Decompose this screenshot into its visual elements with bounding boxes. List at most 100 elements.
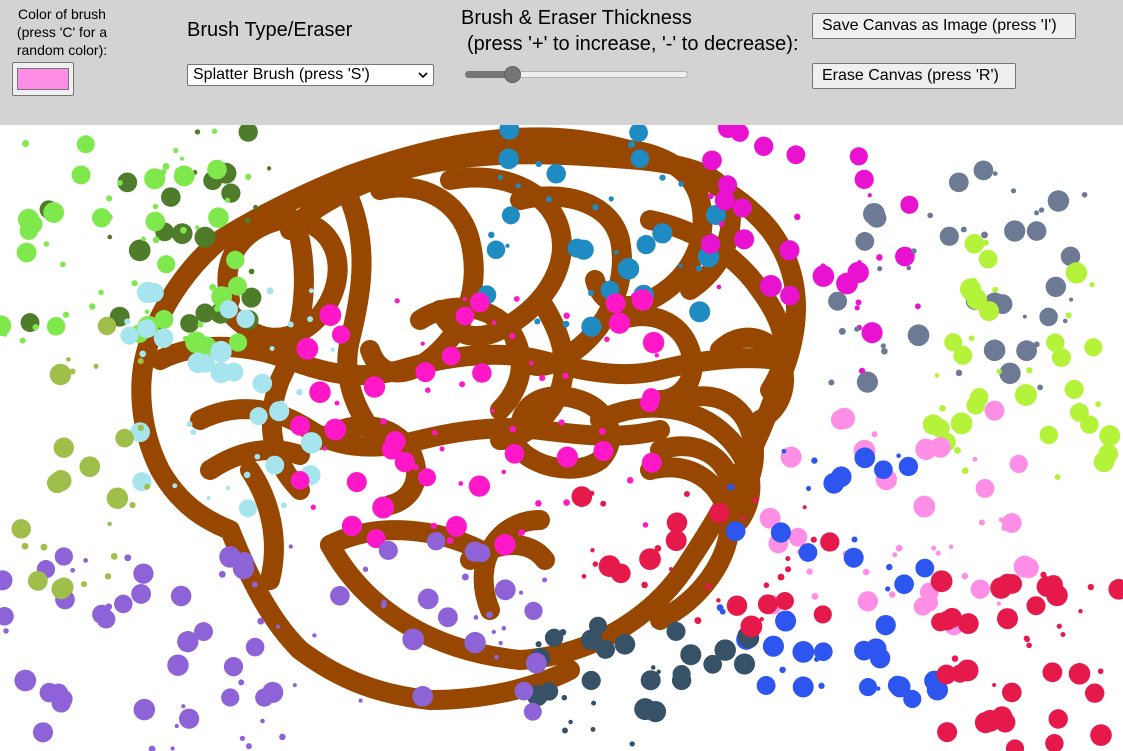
splatter-dot [558, 419, 565, 426]
splatter-dot [666, 621, 686, 641]
splatter-dot [654, 353, 660, 358]
splatter-dot [636, 235, 656, 255]
splatter-dot [779, 666, 786, 674]
splatter-dot [458, 481, 464, 486]
splatter-dot [47, 472, 68, 494]
splatter-dot [939, 405, 946, 412]
splatter-dot [174, 723, 179, 729]
splatter-dot [66, 357, 71, 362]
splatter-dot [854, 326, 860, 332]
splatter-dot [823, 472, 845, 494]
brush-stroke [640, 457, 740, 630]
splatter-dot [931, 545, 937, 551]
splatter-dot [668, 567, 673, 572]
splatter-dot [147, 701, 153, 707]
splatter-dot [1037, 384, 1043, 391]
splatter-dot [228, 333, 248, 352]
splatter-dot [322, 446, 327, 451]
splatter-dot [468, 475, 491, 497]
brush-stroke [650, 436, 740, 490]
splatter-dot [498, 148, 520, 170]
splatter-dot [798, 543, 818, 562]
splatter-dot [1026, 367, 1033, 374]
splatter-dot [378, 540, 398, 560]
splatter-dot [740, 615, 763, 638]
splatter-dot [1004, 220, 1026, 242]
splatter-dot [105, 603, 113, 610]
drawing-canvas[interactable] [0, 125, 1123, 751]
splatter-dot [505, 243, 510, 248]
splatter-dot [269, 401, 290, 422]
splatter-dot [309, 381, 331, 403]
splatter-dot [114, 594, 133, 614]
splatter-dot [937, 610, 957, 631]
splatter-dot [957, 613, 979, 635]
splatter-dot [900, 195, 919, 214]
splatter-dot [781, 448, 787, 454]
splatter-dot [1045, 734, 1064, 751]
splatter-dot [1042, 662, 1063, 683]
splatter-dot [226, 250, 245, 270]
splatter-dot [54, 547, 73, 566]
save-canvas-button[interactable]: Save Canvas as Image (press 'I') [812, 13, 1076, 39]
splatter-dot [310, 504, 316, 510]
splatter-dot [954, 447, 961, 454]
splatter-dot [257, 617, 265, 625]
splatter-dot [1084, 338, 1103, 357]
splatter-dot [494, 534, 516, 556]
splatter-dot [459, 381, 466, 388]
splatter-dot [642, 522, 649, 528]
splatter-dot [1009, 454, 1028, 474]
splatter-dot [950, 412, 973, 435]
splatter-dot [914, 303, 921, 310]
splatter-dot [593, 440, 614, 462]
splatter-dot [131, 583, 152, 604]
splatter-dot [725, 521, 746, 542]
splatter-dot [659, 174, 666, 181]
splatter-dot [32, 324, 39, 331]
splatter-dot [1033, 341, 1040, 348]
splatter-dot [649, 682, 656, 689]
splatter-dot [190, 429, 197, 436]
splatter-dot [167, 654, 189, 676]
splatter-dot [1108, 578, 1123, 600]
splatter-dot [319, 304, 342, 326]
splatter-dot [375, 381, 382, 388]
splatter-dot [650, 665, 656, 670]
splatter-dot [260, 718, 265, 724]
splatter-dot [139, 350, 147, 358]
erase-canvas-button[interactable]: Erase Canvas (press 'R') [812, 63, 1016, 89]
splatter-dot [752, 497, 758, 503]
splatter-dot [1001, 682, 1022, 703]
splatter-dot [978, 301, 1000, 322]
splatter-dot [106, 487, 129, 509]
splatter-dot [208, 236, 215, 243]
splatter-dot [820, 532, 840, 552]
splatter-dot [568, 719, 573, 725]
brush-strokes [131, 127, 806, 710]
splatter-dot [341, 515, 363, 537]
splatter-dot [194, 226, 216, 248]
splatter-dot [173, 165, 195, 187]
splatter-dot [180, 714, 187, 720]
brush-stroke [430, 167, 572, 346]
splatter-dot [997, 573, 1017, 593]
brush-stroke [473, 510, 550, 620]
toolbar: Color of brush (press 'C' for a random c… [0, 0, 1123, 125]
splatter-dot [491, 629, 496, 635]
brush-color-picker[interactable] [12, 62, 74, 96]
splatter-dot [812, 265, 835, 287]
thickness-slider-thumb[interactable] [504, 66, 522, 83]
splatter-dot [1068, 663, 1091, 685]
splatter-dot [62, 311, 70, 318]
splatter-dot [972, 456, 978, 462]
splatter-dot [929, 437, 951, 458]
splatter-dot [107, 521, 112, 527]
splatter-dot [595, 639, 616, 659]
brush-type-select[interactable]: Splatter Brush (press 'S') [187, 64, 434, 86]
splatter-dot [145, 211, 166, 232]
splatter-dot [843, 547, 864, 568]
splatter-dot [455, 306, 475, 326]
splatter-dot [935, 550, 941, 556]
splatter-dot [876, 686, 881, 691]
